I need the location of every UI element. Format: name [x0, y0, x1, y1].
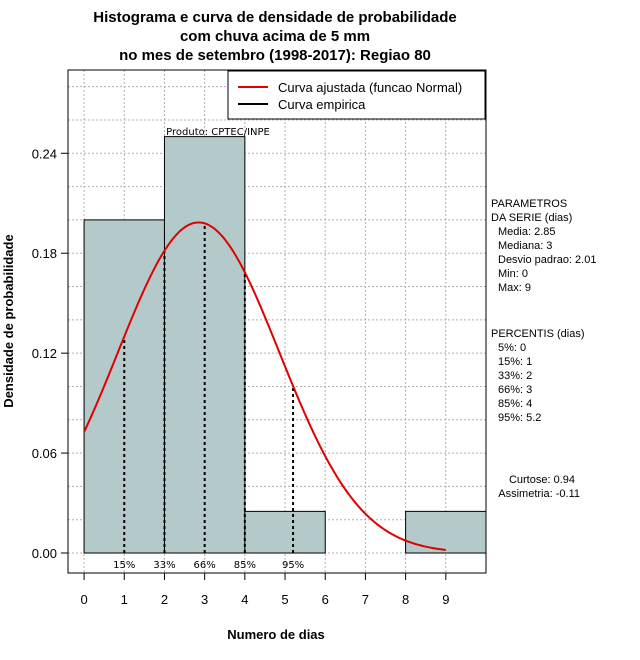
percentis-line: 66%: 3 — [498, 384, 532, 396]
percentile-label: 66% — [194, 560, 216, 571]
chart-title-line-2: com chuva acima de 5 mm — [180, 28, 370, 45]
percentis-line: 15%: 1 — [498, 356, 532, 368]
normal-fit-curve — [83, 221, 446, 551]
percentis-line: 5%: 0 — [498, 342, 526, 354]
percentile-label: 15% — [113, 560, 135, 571]
product-note: Produto: CPTEC/INPE — [166, 127, 270, 138]
y-tick-label: 0.12 — [32, 346, 57, 361]
shape-stats-panel: Curtose: 0.94 Assimetria: -0.11 — [498, 474, 580, 500]
parametros-header-1: PARAMETROS — [491, 198, 567, 210]
parametros-line: Mediana: 3 — [498, 240, 552, 252]
percentile-label: 95% — [282, 560, 304, 571]
x-tick-label: 9 — [442, 592, 449, 607]
x-tick-label: 4 — [241, 592, 248, 607]
legend-box — [227, 70, 486, 120]
percentis-line: 85%: 4 — [498, 398, 532, 410]
y-tick-label: 0.00 — [32, 546, 57, 561]
parametros-line: Desvio padrao: 2.01 — [498, 254, 596, 266]
x-axis: 0 1 2 3 4 5 6 7 8 9 — [80, 573, 449, 607]
x-tick-label: 8 — [402, 592, 409, 607]
legend: Curva ajustada (funcao Normal) Curva emp… — [227, 70, 486, 120]
y-tick-label: 0.18 — [32, 246, 57, 261]
chart-title-line-3: no mes de setembro (1998-2017): Regiao 8… — [119, 47, 431, 64]
curtose-text: Curtose: 0.94 — [509, 474, 575, 486]
parametros-line: Min: 0 — [498, 268, 528, 280]
assimetria-text: Assimetria: -0.11 — [498, 488, 580, 500]
parametros-line: Max: 9 — [498, 282, 531, 294]
curve-layer — [83, 221, 446, 551]
y-axis: 0.00 0.06 0.12 0.18 0.24 — [32, 146, 68, 561]
bars-layer — [83, 136, 487, 554]
x-tick-label: 2 — [161, 592, 168, 607]
percentile-label: 85% — [234, 560, 256, 571]
x-tick-label: 7 — [362, 592, 369, 607]
y-tick-label: 0.24 — [32, 146, 57, 161]
chart-title-line-1: Histograma e curva de densidade de proba… — [93, 9, 456, 26]
percentile-lines-layer — [123, 223, 295, 554]
histogram-bar — [244, 510, 326, 554]
percentis-panel: PERCENTIS (dias) 5%: 0 15%: 1 33%: 2 66%… — [491, 328, 585, 424]
parametros-line: Media: 2.85 — [498, 226, 555, 238]
x-tick-label: 1 — [121, 592, 128, 607]
x-axis-label: Numero de dias — [227, 627, 325, 642]
x-tick-label: 3 — [201, 592, 208, 607]
percentis-line: 33%: 2 — [498, 370, 532, 382]
parametros-panel: PARAMETROS DA SERIE (dias) Media: 2.85 M… — [491, 198, 596, 294]
y-tick-label: 0.06 — [32, 446, 57, 461]
x-tick-label: 5 — [281, 592, 288, 607]
y-axis-label: Densidade de probabilidade — [1, 234, 16, 407]
percentile-label: 33% — [153, 560, 175, 571]
parametros-header-2: DA SERIE (dias) — [491, 212, 572, 224]
histogram-bar — [405, 510, 487, 554]
legend-label-empirical: Curva empirica — [278, 97, 366, 112]
x-tick-label: 6 — [322, 592, 329, 607]
percentile-labels-layer: 15% 33% 66% 85% 95% — [113, 560, 304, 571]
percentis-header: PERCENTIS (dias) — [491, 328, 585, 340]
percentis-line: 95%: 5.2 — [498, 412, 541, 424]
histogram-bar — [163, 136, 246, 554]
legend-label-fit: Curva ajustada (funcao Normal) — [278, 80, 462, 95]
plot-frame — [67, 69, 487, 574]
x-tick-label: 0 — [80, 592, 87, 607]
